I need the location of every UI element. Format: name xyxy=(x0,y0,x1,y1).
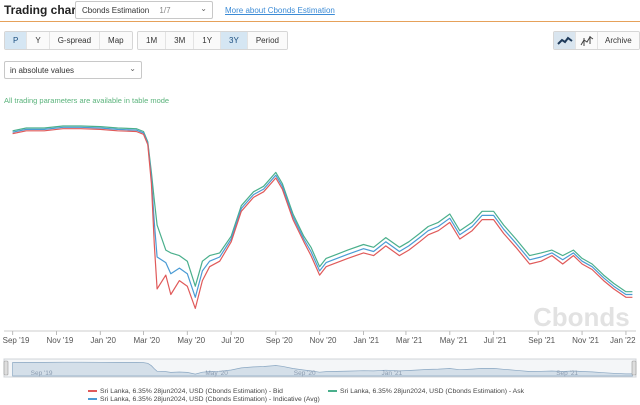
period-3m-button[interactable]: 3M xyxy=(166,32,195,49)
x-tick-label: Sep '20 xyxy=(266,336,293,345)
tab-g-spread[interactable]: G-spread xyxy=(49,32,101,49)
legend-label-bid: Sri Lanka, 6.35% 28jun2024, USD (Cbonds … xyxy=(100,388,283,395)
legend-label-indicative: Sri Lanka, 6.35% 28jun2024, USD (Cbonds … xyxy=(100,396,320,403)
navigator-tick-label: Jan '21 xyxy=(381,370,402,377)
legend-label-ask: Sri Lanka, 6.35% 28jun2024, USD (Cbonds … xyxy=(340,388,524,395)
page-title: Trading chart xyxy=(4,3,81,17)
tab-yield[interactable]: Y xyxy=(27,32,50,49)
navigator-tick-label: May '20 xyxy=(205,370,228,377)
period-1m-button[interactable]: 1M xyxy=(138,32,167,49)
x-tick-label: Jan '21 xyxy=(353,336,379,345)
period-1y-button[interactable]: 1Y xyxy=(194,32,222,49)
legend-item-indicative[interactable]: Sri Lanka, 6.35% 28jun2024, USD (Cbonds … xyxy=(88,396,320,403)
chevron-down-icon: ⌄ xyxy=(129,64,136,73)
x-tick-label: Nov '19 xyxy=(46,336,73,345)
period-tabs: 1M 3M 1Y 3Y Period xyxy=(137,31,288,50)
line-chart-icon xyxy=(556,36,573,45)
navigator-ticks: Sep '19 May '20 Sep '20 Jan '21 Sep '21 xyxy=(31,370,579,377)
x-axis-ticks: Sep '19 Nov '19 Jan '20 Mar '20 May '20 Jul '… xyxy=(3,331,636,345)
source-counter: 1/7 xyxy=(159,6,171,15)
price-chart[interactable]: Cbonds Sep '19 Nov '19 Jan '20 Mar '20 May '… xyxy=(0,110,640,405)
x-tick-label: May '21 xyxy=(440,336,468,345)
watermark: Cbonds xyxy=(533,302,630,332)
x-tick-label: Jan '20 xyxy=(90,336,116,345)
legend-item-ask[interactable]: Sri Lanka, 6.35% 28jun2024, USD (Cbonds … xyxy=(328,388,524,395)
x-tick-label: Nov '21 xyxy=(572,336,599,345)
candlestick-chart-icon xyxy=(580,35,593,46)
x-tick-label: Mar '21 xyxy=(396,336,423,345)
more-about-link[interactable]: More about Cbonds Estimation xyxy=(225,6,335,15)
tab-map[interactable]: Map xyxy=(100,32,132,49)
x-tick-label: Mar '20 xyxy=(133,336,160,345)
navigator-tick-label: Sep '19 xyxy=(31,370,53,377)
archive-button[interactable]: Archive xyxy=(598,32,639,49)
legend-swatch-bid xyxy=(88,390,97,393)
x-tick-label: Nov '20 xyxy=(310,336,337,345)
chart-header: Trading chart Cbonds Estimation 1/7 ⌄ Mo… xyxy=(0,0,640,22)
chevron-down-icon: ⌄ xyxy=(200,4,207,13)
line-chart-button[interactable] xyxy=(554,32,576,49)
chart-view-buttons: Archive xyxy=(553,31,640,50)
legend-item-bid[interactable]: Sri Lanka, 6.35% 28jun2024, USD (Cbonds … xyxy=(88,388,283,395)
tab-price[interactable]: P xyxy=(5,32,28,49)
x-tick-label: Sep '21 xyxy=(528,336,555,345)
navigator-tick-label: Sep '20 xyxy=(294,370,316,377)
x-tick-label: Jul '20 xyxy=(221,336,244,345)
navigator[interactable]: Sep '19 May '20 Sep '20 Jan '21 Sep '21 xyxy=(3,358,637,378)
series-line-bid xyxy=(12,128,633,309)
value-mode-select-value: in absolute values xyxy=(10,66,75,75)
navigator-series-area xyxy=(12,361,633,377)
candlestick-chart-button[interactable] xyxy=(576,32,598,49)
navigator-tick-label: Sep '21 xyxy=(556,370,578,377)
legend-swatch-ask xyxy=(328,390,337,393)
legend-swatch-indicative xyxy=(88,398,97,401)
period-3y-button[interactable]: 3Y xyxy=(221,32,248,49)
navigator-right-handle[interactable] xyxy=(631,360,637,376)
table-mode-note: All trading parameters are available in … xyxy=(4,96,170,105)
value-mode-select[interactable]: in absolute values ⌄ xyxy=(4,61,142,79)
series-layer xyxy=(12,125,633,309)
x-tick-label: Sep '19 xyxy=(3,336,30,345)
period-custom-button[interactable]: Period xyxy=(247,32,287,49)
source-select[interactable]: Cbonds Estimation 1/7 ⌄ xyxy=(75,1,213,19)
view-tabs: P Y G-spread Map xyxy=(4,31,133,50)
navigator-left-handle[interactable] xyxy=(3,360,9,376)
x-tick-label: Jan '22 xyxy=(610,336,636,345)
x-tick-label: Jul '21 xyxy=(484,336,507,345)
source-select-value: Cbonds Estimation xyxy=(82,6,150,15)
x-tick-label: May '20 xyxy=(177,336,205,345)
